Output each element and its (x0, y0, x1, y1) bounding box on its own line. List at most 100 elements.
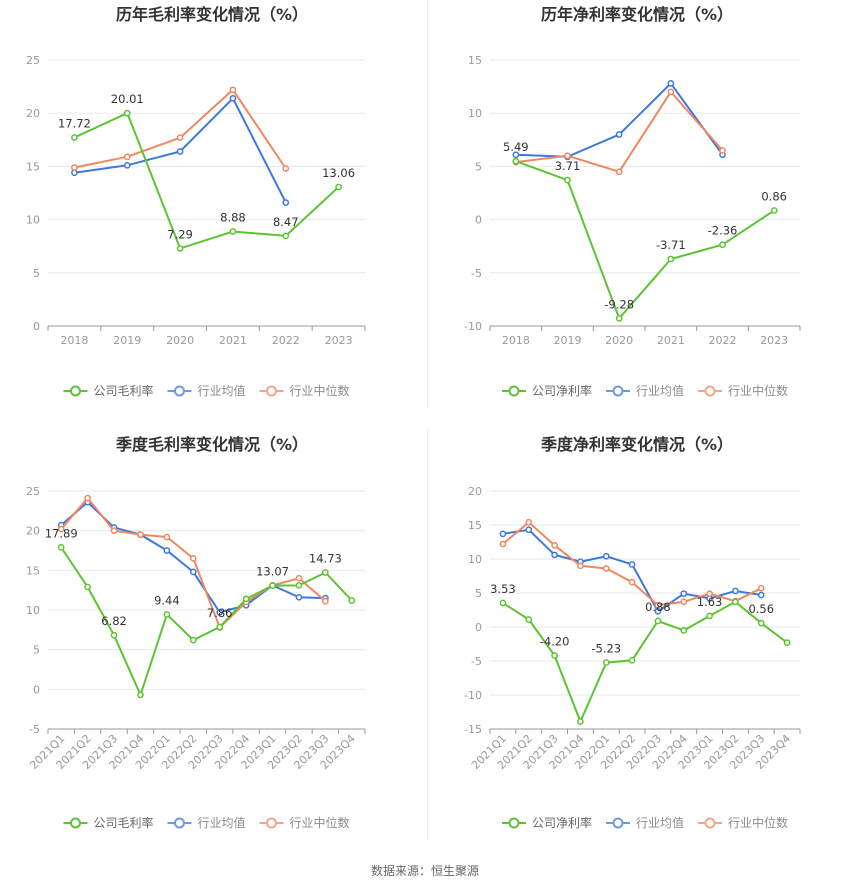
annual-gross-margin-svg: 历年毛利率变化情况（%） 0 5 10 15 20 25 2018 2019 2020 2021 20… (26, 5, 366, 398)
industry-avg-series (71, 94, 290, 206)
data-point (680, 598, 688, 606)
x-tick-label: 2022 (709, 334, 737, 347)
data-point (667, 88, 675, 96)
data-label: 0.88 (645, 600, 671, 614)
data-point (757, 619, 765, 627)
y-tick-label: 0 (33, 320, 40, 333)
legend-label: 行业中位数 (728, 815, 788, 830)
y-tick-label: 0 (475, 621, 482, 634)
x-tick-label: 2018 (60, 334, 88, 347)
legend-marker-icon (704, 817, 716, 829)
legend-item[interactable]: 行业中位数 (259, 815, 350, 830)
y-tick-label: -15 (464, 723, 482, 736)
data-label: 7.86 (207, 606, 233, 620)
data-point (176, 134, 184, 142)
data-point (269, 582, 276, 589)
legend-marker-icon (508, 817, 520, 829)
series-line (502, 528, 762, 613)
data-label: -2.36 (708, 224, 738, 238)
data-label: 5.49 (503, 140, 529, 154)
data-point (163, 547, 171, 554)
x-tick-label: 2018 (502, 334, 530, 347)
legend-label: 行业中位数 (728, 383, 788, 398)
data-point (229, 86, 237, 94)
annual-gross-margin-chart: 历年毛利率变化情况（%） 0 5 10 15 20 25 2018 2019 2020 2021 20… (0, 0, 425, 430)
data-label: 20.01 (111, 92, 144, 106)
data-point (732, 598, 739, 606)
legend-item[interactable]: 公司毛利率 (63, 815, 154, 830)
legend-label: 行业均值 (636, 815, 684, 830)
y-tick-label: 25 (26, 54, 40, 67)
legend-item[interactable]: 行业均值 (606, 815, 684, 830)
data-point (348, 597, 356, 604)
legend-item[interactable]: 行业均值 (167, 383, 246, 398)
data-point (525, 616, 533, 623)
data-point (525, 518, 533, 526)
data-point (216, 609, 224, 616)
series-line (60, 496, 327, 630)
data-point (110, 631, 118, 639)
data-label: 13.06 (322, 166, 355, 180)
data-point (295, 593, 303, 601)
legend-label: 公司毛利率 (94, 383, 154, 398)
x-tick-label: 2019 (554, 334, 582, 347)
data-point (499, 530, 507, 538)
legend-item[interactable]: 公司毛利率 (63, 383, 154, 398)
data-point (176, 148, 184, 155)
data-point (84, 494, 91, 502)
data-point (602, 565, 610, 572)
data-point (282, 232, 290, 240)
legend-marker-icon (266, 385, 277, 397)
chart-title: 历年毛利率变化情况（%） (116, 5, 308, 24)
legend-item[interactable]: 行业中位数 (698, 383, 788, 398)
chart-title: 季度毛利率变化情况（%） (115, 435, 308, 454)
data-point (189, 636, 197, 644)
data-label: 0.86 (761, 189, 787, 203)
data-point (628, 578, 636, 586)
legend-item[interactable]: 行业均值 (606, 383, 684, 398)
data-point (71, 169, 78, 177)
y-tick-label: 10 (26, 604, 40, 617)
data-point (216, 623, 224, 631)
y-tick-label: 20 (26, 525, 40, 538)
data-label: 1.63 (697, 595, 723, 609)
data-label: 13.07 (256, 565, 289, 579)
x-tick-label: 2020 (605, 334, 633, 347)
data-point (335, 183, 342, 191)
vertical-divider-top (427, 0, 428, 408)
data-label: 3.71 (555, 159, 581, 173)
legend-item[interactable]: 行业中位数 (259, 383, 350, 398)
data-point (512, 151, 520, 159)
quarterly-net-margin-chart: 季度净利率变化情况（%） -15 -10 -5 0 5 10 15 20 2021Q1 2021Q2… (425, 430, 850, 860)
legend-label: 行业均值 (198, 383, 246, 398)
y-tick-label: 10 (468, 107, 482, 120)
data-point (757, 584, 765, 592)
series-line (502, 600, 788, 725)
legend-marker-icon (70, 817, 81, 829)
x-tick-label: 2021 (657, 334, 685, 347)
series-line (74, 88, 287, 170)
data-point (577, 562, 584, 570)
legend-item[interactable]: 行业均值 (167, 815, 246, 830)
data-point (71, 164, 78, 171)
y-tick-label: 15 (468, 519, 482, 532)
y-tick-label: 0 (475, 214, 482, 227)
legend-item[interactable]: 行业中位数 (698, 815, 788, 830)
data-point (229, 94, 237, 102)
y-tick-label: 15 (26, 564, 40, 577)
legend-item[interactable]: 公司净利率 (502, 383, 592, 398)
industry-avg-series (499, 526, 765, 615)
legend-item[interactable]: 公司净利率 (502, 815, 592, 830)
data-point (189, 555, 197, 562)
x-tick-label: 2023 (760, 334, 788, 347)
x-tick-label: 2020 (166, 334, 194, 347)
y-tick-label: 0 (33, 683, 40, 696)
data-point (512, 157, 520, 165)
legend-label: 行业中位数 (290, 815, 350, 830)
x-tick-label: 2019 (113, 334, 141, 347)
data-point (654, 601, 662, 609)
data-point (71, 134, 78, 141)
data-point (706, 590, 713, 598)
data-label: -3.71 (656, 238, 686, 252)
data-point (551, 542, 558, 549)
